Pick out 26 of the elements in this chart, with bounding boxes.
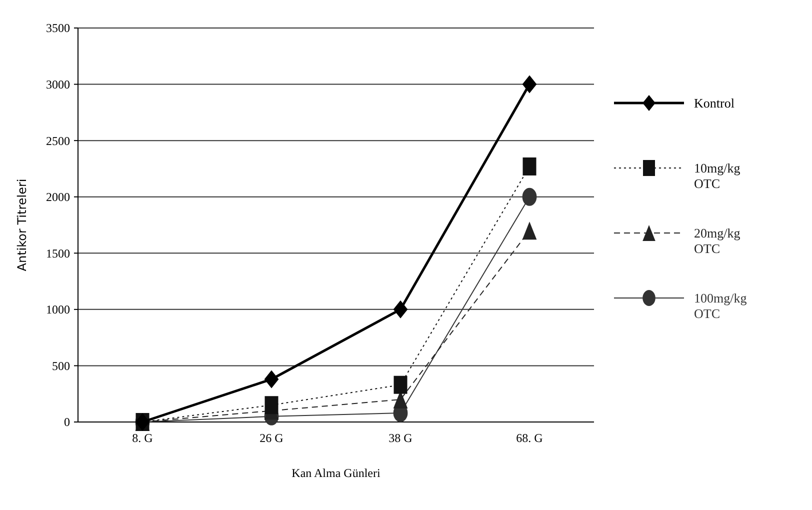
x-tick-label: 26 G	[260, 431, 284, 445]
x-axis-title: Kan Alma Günleri	[292, 466, 381, 480]
x-tick-label: 8. G	[132, 431, 154, 445]
y-tick-label: 0	[64, 415, 70, 430]
point	[264, 396, 278, 414]
x-tick-label: 68. G	[516, 431, 544, 445]
x-tick-label: 38 G	[388, 431, 413, 445]
text: 20mg/kg OTC	[694, 226, 741, 256]
y-tick-label: 3000	[46, 77, 70, 92]
y-tick-label: 3500	[46, 21, 70, 36]
y-tick-label: 2000	[46, 190, 70, 204]
text: Kontrol	[694, 96, 735, 111]
point	[522, 188, 537, 206]
point	[264, 370, 279, 388]
y-axis-title: Antikor Titreleri	[15, 178, 29, 272]
point	[393, 300, 408, 318]
y-tick-label: 2500	[46, 134, 70, 148]
point	[522, 157, 536, 176]
y-tick-label: 1000	[46, 302, 70, 317]
y-tick-label: 500	[52, 358, 70, 373]
point	[522, 222, 537, 240]
point	[522, 75, 537, 94]
text: 100mg/kg OTC	[694, 290, 748, 322]
y-tick-label: 1500	[46, 246, 70, 260]
text: 10mg/kg OTC	[694, 160, 741, 192]
point	[394, 376, 408, 394]
